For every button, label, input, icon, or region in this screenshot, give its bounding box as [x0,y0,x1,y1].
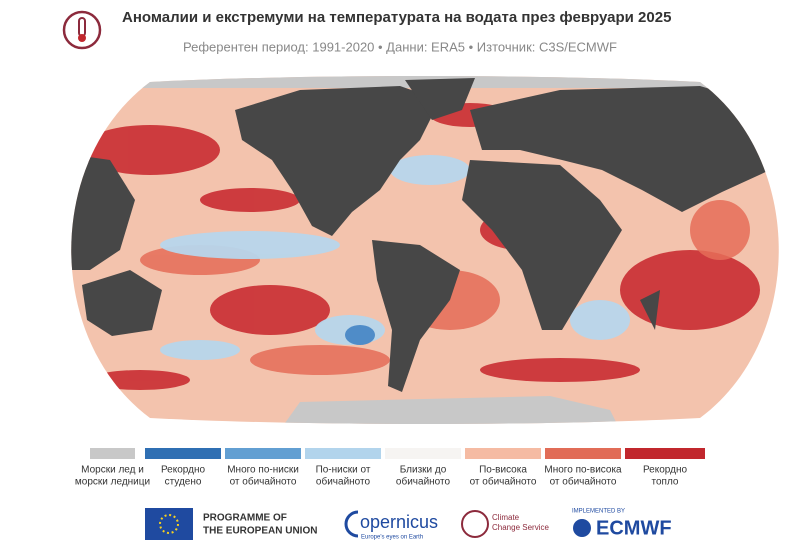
copernicus-tagline: Europe's eyes on Earth [361,535,423,541]
map [71,76,779,424]
footer: PROGRAMME OF THE EUROPEAN UNION opernicu… [145,508,672,541]
legend-label: Много по-ниски [227,465,299,476]
legend-label: Морски лед и [81,465,144,476]
legend-swatch [545,448,621,459]
legend-label: студено [165,477,202,488]
eu-text: THE EUROPEAN UNION [203,526,317,537]
legend-label: обичайното [396,476,451,488]
eu-flag [145,508,193,540]
ecmwf-icon [573,519,591,537]
legend-swatch [625,448,705,459]
title: Аномалии и екстремуми на температурата н… [122,9,671,26]
legend-label: Близки до [400,465,447,476]
legend-swatch [90,448,135,459]
legend-label: Много по-висока [544,465,622,476]
eu-stars [159,514,179,534]
legend-label: По-висока [479,465,527,476]
copernicus-name: opernicus [360,512,438,532]
legend-label: от обичайното [550,476,617,488]
legend-label: от обичайното [230,476,297,488]
legend-label: Рекордно [643,465,688,476]
subtitle: Референтен период: 1991-2020 • Данни: ER… [183,39,617,54]
legend-swatch [385,448,461,459]
header-icon [62,10,102,50]
legend-swatch [305,448,381,459]
ecmwf-note: IMPLEMENTED BY [572,509,625,515]
c3s-text: Climate [492,513,520,522]
eu-text: PROGRAMME OF [203,513,287,524]
legend-swatch [225,448,301,459]
legend-label: от обичайното [470,476,537,488]
copernicus-c [344,510,359,538]
c3s-text: Change Service [492,523,549,532]
legend-label: морски ледници [75,477,150,488]
legend-label: Рекордно [161,465,206,476]
ecmwf-name: ECMWF [596,517,672,539]
legend-label: топло [652,477,679,488]
legend-swatch [465,448,541,459]
legend-label: обичайното [316,476,371,488]
legend-swatch [145,448,221,459]
c3s-icon [461,510,489,538]
legend-label: По-ниски от [316,465,371,476]
